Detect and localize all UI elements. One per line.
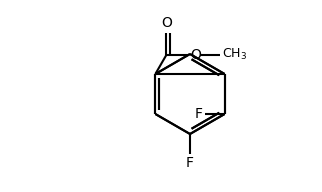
Text: O: O <box>161 16 172 30</box>
Text: F: F <box>186 156 194 170</box>
Text: F: F <box>194 107 203 121</box>
Text: O: O <box>190 48 201 62</box>
Text: CH$_3$: CH$_3$ <box>223 47 248 63</box>
